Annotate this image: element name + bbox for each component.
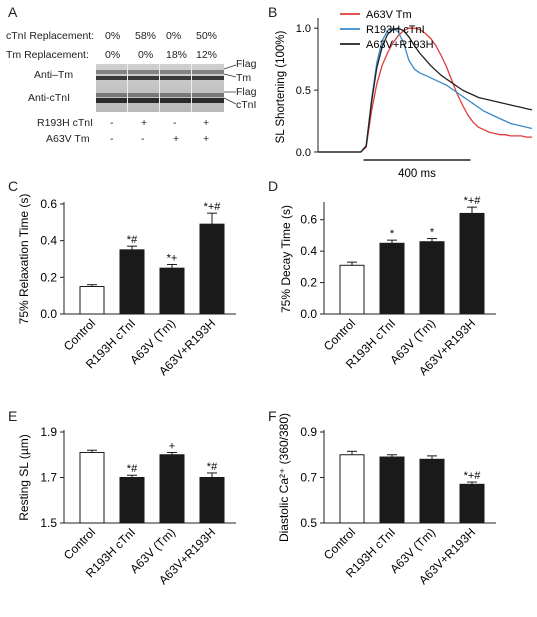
- bar-3: [419, 458, 445, 524]
- x-tick-label-1: Control: [61, 316, 98, 353]
- significance-label-2: *: [390, 228, 395, 240]
- r193h-lane-3: -: [173, 117, 177, 129]
- tm-replacement-label: Tm Replacement:: [6, 49, 89, 61]
- diastolic-ca-chart: 0.5 0.7 0.9 Diastolic Ca²⁺ (360/380) Control…: [277, 413, 496, 587]
- r193h-lane-1: -: [110, 117, 114, 129]
- bar-1: [339, 454, 365, 524]
- y-tick-label: 1.5: [40, 516, 57, 530]
- series-line-1: [318, 27, 532, 153]
- bar-4: [459, 212, 485, 315]
- panel-label-f: F: [268, 408, 277, 424]
- y-tick-label: 0.6: [40, 197, 57, 211]
- panel-label-c: C: [8, 178, 19, 194]
- r193h-lane-4: +: [203, 117, 210, 129]
- tm-rep-2: 0%: [138, 49, 154, 61]
- ctni-band-label: cTnI: [236, 99, 257, 111]
- decay-time-chart: 0.00.20.40.675% Decay Time (s)Control*R1…: [279, 195, 496, 378]
- scale-bar-label: 400 ms: [398, 168, 436, 178]
- x-tick-label-1: Control: [61, 525, 98, 562]
- bar-1: [79, 286, 105, 315]
- a63v-lane-4: +: [203, 133, 210, 145]
- y-tick-label: 0.2: [40, 270, 57, 284]
- bar-3: [159, 267, 185, 315]
- significance-label-3: *: [430, 227, 435, 239]
- r193h-lane-2: +: [141, 117, 148, 129]
- a63v-lane-1: -: [110, 133, 114, 145]
- x-tick-label-1: Control: [321, 316, 358, 353]
- bar-4: [199, 223, 225, 315]
- y-tick-label: 0.4: [300, 244, 317, 258]
- relaxation-time-chart: 0.0 0.2 0.4 0.6 75% Relaxation Time (s) Contr…: [17, 194, 236, 378]
- y-tick-label: 0.0: [40, 307, 57, 321]
- bar-1: [339, 264, 365, 315]
- flag-label-2: Flag: [236, 86, 257, 98]
- y-axis-label: Diastolic Ca²⁺ (360/380): [277, 413, 291, 542]
- bar-2: [119, 477, 145, 524]
- bar-2: [379, 242, 405, 315]
- significance-label-3: *+: [167, 253, 178, 265]
- flag-label-1: Flag: [236, 58, 257, 70]
- y-tick-label: 0.0: [300, 307, 317, 321]
- y-tick-label: 0.7: [300, 471, 317, 485]
- significance-label-4: *+#: [464, 195, 482, 207]
- significance-label-4: *+#: [464, 470, 482, 482]
- band-leader-lines: [223, 64, 237, 105]
- y-tick-label: 1.9: [40, 425, 57, 439]
- blot-panel: cTnI Replacement: 0% 58% 0% 50% Tm Repla…: [0, 0, 265, 175]
- r193h-label: R193H cTnI: [37, 117, 94, 129]
- legend-label-1: A63V Tm: [366, 9, 412, 21]
- anti-ctni-label: Anti-cTnI: [28, 92, 71, 104]
- bar-4: [199, 477, 225, 524]
- legend-label-3: A63V+R193H: [366, 39, 434, 51]
- panel-label-a: A: [8, 4, 18, 20]
- series-line-3: [318, 27, 533, 153]
- y-axis-label: 75% Decay Time (s): [279, 205, 293, 313]
- significance-label-2: *#: [127, 463, 138, 475]
- y-tick-label: 0.5: [296, 85, 311, 97]
- significance-label-4: *+#: [204, 201, 222, 213]
- y-axis-label: SL Shortening (100%): [275, 30, 287, 143]
- x-tick-label-1: Control: [321, 525, 358, 562]
- a63v-label: A63V Tm: [46, 133, 90, 145]
- western-blot-image: [96, 64, 224, 112]
- y-tick-label: 0.9: [300, 425, 317, 439]
- y-axis-label: Resting SL (µm): [17, 434, 31, 521]
- panel-label-d: D: [268, 178, 279, 194]
- bar-4: [459, 483, 485, 524]
- y-tick-label: 0.0: [296, 147, 311, 159]
- panel-label-e: E: [8, 408, 18, 424]
- y-axis-label: 75% Relaxation Time (s): [17, 194, 31, 325]
- legend-label-2: R193H cTnI: [366, 24, 425, 36]
- significance-label-4: *#: [207, 461, 218, 473]
- anti-tm-label: Anti–Tm: [34, 69, 74, 81]
- bar-2: [119, 249, 145, 315]
- bar-3: [159, 454, 185, 524]
- y-tick-label: 1.0: [296, 23, 311, 35]
- bar-1: [79, 451, 105, 524]
- panel-label-b: B: [268, 4, 278, 20]
- significance-label-2: *#: [127, 234, 138, 246]
- significance-label-3: +: [169, 440, 175, 452]
- ctni-rep-1: 0%: [105, 30, 121, 42]
- bar-2: [379, 456, 405, 524]
- tm-rep-4: 12%: [196, 49, 218, 61]
- tm-rep-3: 18%: [166, 49, 188, 61]
- y-tick-label: 0.2: [300, 276, 317, 290]
- sl-shortening-chart: 0.0 0.5 1.0 SL Shortening (100%) 400 ms A63V …: [275, 9, 533, 178]
- tm-rep-1: 0%: [105, 49, 121, 61]
- tm-band-label: Tm: [236, 72, 252, 84]
- ctni-rep-2: 58%: [135, 30, 157, 42]
- y-tick-label: 0.4: [40, 234, 57, 248]
- y-tick-label: 1.7: [40, 471, 57, 485]
- y-tick-label: 0.5: [300, 516, 317, 530]
- series-line-2: [318, 27, 533, 153]
- bar-3: [419, 241, 445, 315]
- a63v-lane-2: -: [141, 133, 145, 145]
- ctni-rep-3: 0%: [166, 30, 182, 42]
- ctni-rep-4: 50%: [196, 30, 218, 42]
- y-tick-label: 0.6: [300, 213, 317, 227]
- ctni-replacement-label: cTnI Replacement:: [6, 30, 95, 42]
- a63v-lane-3: +: [173, 133, 180, 145]
